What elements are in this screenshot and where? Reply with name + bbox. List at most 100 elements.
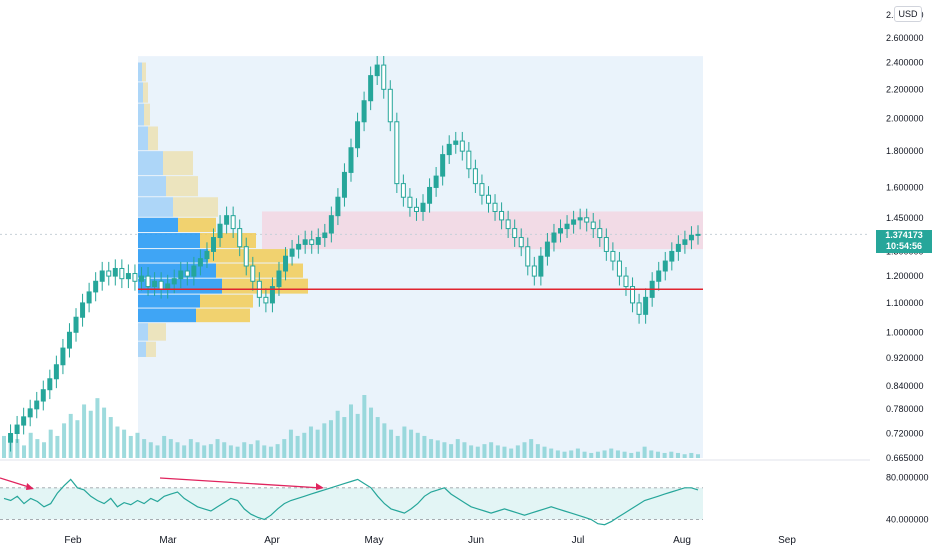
candle-body (656, 270, 662, 282)
volume-bar (582, 451, 587, 458)
volume-bar (208, 444, 213, 458)
volume-bar (382, 423, 387, 458)
volume-bar (68, 413, 73, 458)
candle-body (485, 194, 491, 204)
currency-badge[interactable]: USD (894, 6, 922, 22)
vp-row-up (138, 197, 173, 217)
month-label: Mar (159, 535, 177, 546)
vp-row-down (144, 103, 150, 126)
vp-row-down (142, 62, 146, 82)
vp-row-up (138, 62, 142, 82)
vp-row-down (146, 341, 156, 357)
candle-body (538, 255, 544, 277)
candle-body (302, 239, 308, 245)
candle-body (53, 364, 59, 380)
candle-body (610, 250, 616, 262)
candle-body (80, 302, 86, 318)
volume-bar (142, 439, 147, 458)
volume-bar (549, 448, 554, 458)
rsi-line (3, 478, 699, 526)
volume-bar (462, 442, 467, 458)
volume-bar (2, 435, 6, 458)
candle-body (603, 237, 609, 252)
volume-bar (449, 444, 454, 458)
vp-row-down (163, 151, 193, 176)
volume-bar (635, 451, 640, 458)
volume-bar (489, 442, 494, 458)
volume-bar (282, 439, 287, 458)
volume-bar (28, 432, 33, 458)
vp-row-down (148, 126, 158, 151)
candle-body (643, 296, 649, 315)
candle-body (512, 228, 518, 239)
volume-bar (502, 446, 507, 458)
volume-bar (102, 407, 107, 458)
volume-bar (655, 451, 660, 458)
volume-bar (108, 417, 113, 458)
chart-background (0, 56, 870, 459)
candle-body (309, 239, 315, 245)
candle-body (328, 215, 334, 234)
candle-body (230, 215, 236, 230)
volume-bar (15, 439, 20, 458)
volume-bar (629, 452, 634, 458)
volume-bar (248, 444, 253, 458)
volume-bar (215, 439, 220, 458)
volume-bar (422, 435, 427, 458)
month-label: Apr (264, 535, 280, 546)
candle-body (427, 186, 433, 204)
candle-body (263, 296, 269, 304)
candle-body (132, 273, 138, 282)
candle-body (433, 175, 439, 188)
candle-body (590, 221, 596, 230)
volume-bar (455, 439, 460, 458)
vp-row-up (138, 151, 163, 176)
vp-row-up (138, 233, 200, 249)
candle-body (394, 121, 400, 185)
volume-bar (88, 410, 93, 458)
candle-body (269, 286, 275, 304)
volume-bar (122, 429, 127, 458)
vp-row-down (166, 176, 198, 197)
volume-bar (569, 450, 574, 458)
volume-bar (235, 446, 240, 458)
candle-body (623, 275, 629, 288)
candle-body (158, 280, 164, 290)
month-label: May (365, 535, 384, 546)
candle-body (368, 75, 374, 102)
candle-body (106, 270, 112, 277)
volume-bar (562, 451, 567, 458)
volume-bar (662, 452, 667, 458)
volume-bar (342, 417, 347, 458)
vp-row-down (178, 217, 216, 233)
candle-body (453, 140, 459, 145)
vp-row-down (196, 308, 250, 323)
volume-bar (295, 435, 300, 458)
candle-body (695, 233, 701, 236)
volume-bar (409, 429, 414, 458)
candle-body (564, 223, 570, 230)
candle-body (283, 255, 289, 272)
candle-body (472, 168, 478, 185)
vp-row-up (138, 249, 208, 263)
candle-body (636, 302, 642, 315)
divergence-arrow-2 (159, 477, 323, 489)
volume-bar (355, 413, 360, 458)
month-label: Sep (778, 535, 796, 546)
candle-body (584, 217, 590, 223)
volume-bar (22, 445, 27, 458)
candle-body (688, 234, 694, 241)
rsi-tick: 80.000000 (886, 472, 929, 482)
candles (8, 55, 703, 452)
price-tick: 2.400000 (886, 58, 924, 68)
volume-bar (55, 435, 60, 458)
candle-body (466, 150, 472, 170)
candle-body (616, 260, 622, 277)
volume-bar (328, 420, 333, 458)
volume-bar (95, 398, 100, 458)
candle-body (420, 202, 426, 212)
volume-bar (62, 423, 67, 458)
candle-body (99, 270, 105, 282)
candle-body (178, 270, 184, 280)
candle-body (93, 280, 99, 293)
